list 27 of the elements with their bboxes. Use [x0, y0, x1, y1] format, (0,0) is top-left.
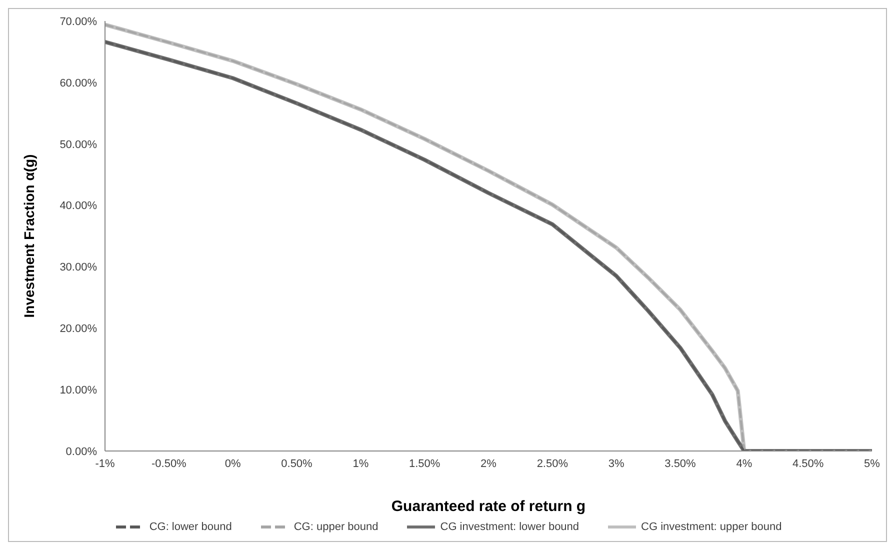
x-tick-label: 3.50% [664, 458, 696, 470]
x-tick-label: -0.50% [151, 458, 187, 470]
y-tick-label: 60.00% [60, 77, 98, 90]
y-axis-title: Investment Fraction α(g) [20, 154, 37, 318]
legend-label: CG investment: upper bound [640, 521, 782, 533]
x-tick-label: 5% [864, 458, 880, 470]
y-tick-label: 70.00% [60, 16, 98, 28]
x-tick-label: 4% [736, 458, 752, 470]
x-tick-label: 4.50% [792, 458, 824, 470]
x-tick-label: 0% [224, 458, 241, 470]
y-tick-label: 20.00% [60, 323, 98, 336]
legend-label: CG: lower bound [148, 521, 232, 533]
legend-label: CG investment: lower bound [439, 521, 580, 533]
y-tick-label: 40.00% [60, 200, 98, 212]
x-tick-label: 1% [352, 458, 369, 470]
x-tick-label: 0.50% [281, 458, 313, 470]
legend-label: CG: upper bound [292, 521, 378, 533]
x-tick-label: 3% [608, 458, 624, 470]
x-tick-label: -1% [95, 458, 115, 470]
y-tick-label: 50.00% [60, 138, 98, 151]
x-tick-label: 2.50% [536, 458, 568, 470]
x-tick-label: 2% [480, 458, 497, 470]
y-tick-label: 30.00% [60, 262, 98, 274]
x-tick-label: 1.50% [408, 458, 440, 470]
y-tick-label: 0.00% [66, 446, 98, 458]
y-tick-label: 10.00% [60, 384, 98, 396]
x-axis-title: Guaranteed rate of return g [391, 498, 586, 515]
